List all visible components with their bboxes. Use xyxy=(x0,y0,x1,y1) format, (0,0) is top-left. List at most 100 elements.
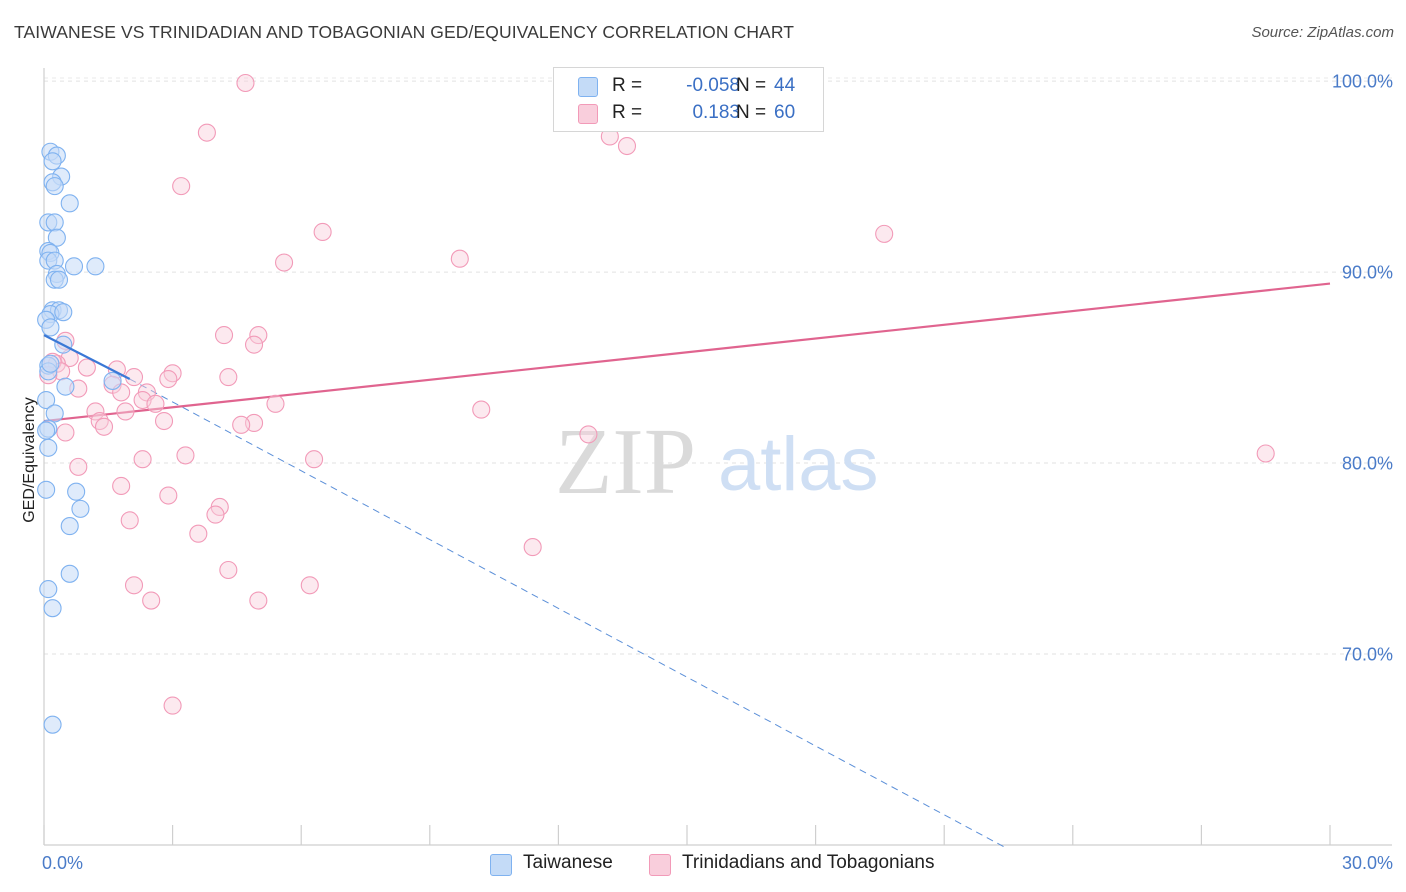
taiwanese-point xyxy=(45,213,64,232)
taiwanese-point xyxy=(60,564,79,583)
trinidadian-point xyxy=(133,450,152,469)
trinidadian-point xyxy=(159,486,178,505)
x-tick-label: 0.0% xyxy=(42,853,83,873)
trinidadian-point xyxy=(450,249,469,268)
taiwanese-point xyxy=(103,371,122,390)
legend-r-value: -0.058 xyxy=(686,75,740,96)
taiwanese-point xyxy=(60,517,79,536)
trinidadian-point xyxy=(244,335,264,354)
taiwanese-point xyxy=(37,421,56,440)
y-tick-label: 90.0% xyxy=(1342,263,1393,283)
trinidadian-point xyxy=(142,591,161,610)
y-tick-label: 100.0% xyxy=(1332,72,1393,92)
legend-n-value: 60 xyxy=(774,102,796,123)
trinidadian-point xyxy=(523,538,542,557)
watermark-zip: ZIP xyxy=(555,410,696,514)
taiwanese-trend-line xyxy=(43,334,131,380)
legend-r-value: 0.183 xyxy=(692,102,740,123)
chart-title: TAIWANESE VS TRINIDADIAN AND TOBAGONIAN … xyxy=(14,22,795,42)
legend-n-value: 44 xyxy=(774,75,796,96)
bottom-legend-swatch-taiwanese xyxy=(490,854,512,876)
taiwanese-point xyxy=(71,499,90,518)
trinidadian-point xyxy=(266,394,285,413)
taiwanese-point xyxy=(49,270,69,289)
taiwanese-point xyxy=(39,438,58,457)
legend-r-label: R = xyxy=(612,102,643,123)
legend-r-label: R = xyxy=(612,75,643,96)
trinidadian-point xyxy=(214,326,234,345)
axes xyxy=(43,68,1392,846)
trinidadian-point xyxy=(275,253,294,272)
trinidadian-point xyxy=(163,696,182,715)
stats-legend: R = -0.058 N = 44 R = 0.183 N = 60 xyxy=(553,67,824,132)
trinidadian-point xyxy=(77,358,96,377)
taiwanese-point xyxy=(45,404,64,423)
trinidadian-point xyxy=(305,450,324,469)
y-tick-label: 80.0% xyxy=(1342,454,1393,474)
trinidadian-point xyxy=(579,425,598,444)
taiwanese-point xyxy=(47,228,66,247)
trend-lines xyxy=(43,282,1331,848)
trinidadian-point xyxy=(249,591,268,610)
trinidadian-point xyxy=(472,400,491,419)
trinidadian-point xyxy=(617,136,637,156)
bottom-legend-swatch-trinidadian xyxy=(649,854,671,876)
trinidadian-point xyxy=(249,326,268,345)
taiwanese-point xyxy=(41,318,60,337)
trinidadian-point xyxy=(875,224,894,243)
y-tick-label: 70.0% xyxy=(1342,645,1393,665)
trinidadian-point xyxy=(313,222,332,242)
taiwanese-point xyxy=(37,480,56,499)
y-axis-label: GED/Equivalency xyxy=(21,397,38,522)
legend-n-label: N = xyxy=(736,102,767,123)
trinidadian-point xyxy=(86,402,105,421)
legend-swatch-taiwanese xyxy=(578,77,598,97)
trinidadian-point xyxy=(219,368,238,387)
trinidadian-point xyxy=(1256,444,1275,463)
taiwanese-point xyxy=(67,482,86,501)
taiwanese-point xyxy=(54,303,73,322)
taiwanese-point xyxy=(43,599,62,618)
taiwanese-point xyxy=(56,377,75,396)
trinidadian-point xyxy=(236,73,255,93)
trinidadian-point xyxy=(197,123,216,142)
trinidadian-point xyxy=(219,560,238,580)
trinidadian-point xyxy=(112,476,131,496)
trinidadian-point xyxy=(189,524,208,543)
legend-swatch-trinidadian xyxy=(578,104,598,124)
data-points xyxy=(37,73,1275,734)
legend-n-label: N = xyxy=(736,75,767,96)
trinidadian-point xyxy=(146,394,165,413)
taiwanese-point xyxy=(39,580,58,599)
taiwanese-point xyxy=(41,354,60,373)
trinidadian-point xyxy=(176,446,195,465)
trinidadian-point xyxy=(159,369,178,389)
trinidadian-point xyxy=(172,177,191,196)
trinidadian-point xyxy=(94,417,114,436)
y-tick-labels: 70.0% 80.0% 90.0% 100.0% xyxy=(1332,72,1393,665)
trinidadian-point xyxy=(69,457,88,476)
trinidadian-point xyxy=(300,576,319,595)
taiwanese-point xyxy=(45,177,64,196)
bottom-legend-label: Taiwanese xyxy=(523,852,613,873)
trinidadian-point xyxy=(124,576,144,595)
taiwanese-point xyxy=(64,257,84,276)
x-tick-labels: 0.0% 30.0% xyxy=(42,853,1393,873)
taiwanese-point xyxy=(37,390,56,410)
trinidadian-point xyxy=(154,411,174,431)
trinidadian-point xyxy=(120,511,139,530)
taiwanese-point xyxy=(60,194,79,213)
trinidadian-point xyxy=(116,402,135,421)
bottom-legend-label: Trinidadians and Tobagonians xyxy=(682,852,935,873)
trinidadian-trend-line xyxy=(43,282,1331,423)
taiwanese-point xyxy=(43,152,62,171)
trinidadian-point xyxy=(56,423,75,442)
source-label: Source: ZipAtlas.com xyxy=(1251,24,1394,41)
taiwanese-trend-dashed xyxy=(129,378,1005,848)
gridlines xyxy=(44,77,1392,655)
taiwanese-point xyxy=(43,715,62,734)
taiwanese-point xyxy=(86,257,105,276)
trinidadian-point xyxy=(232,415,251,434)
trinidadian-point xyxy=(206,505,225,524)
